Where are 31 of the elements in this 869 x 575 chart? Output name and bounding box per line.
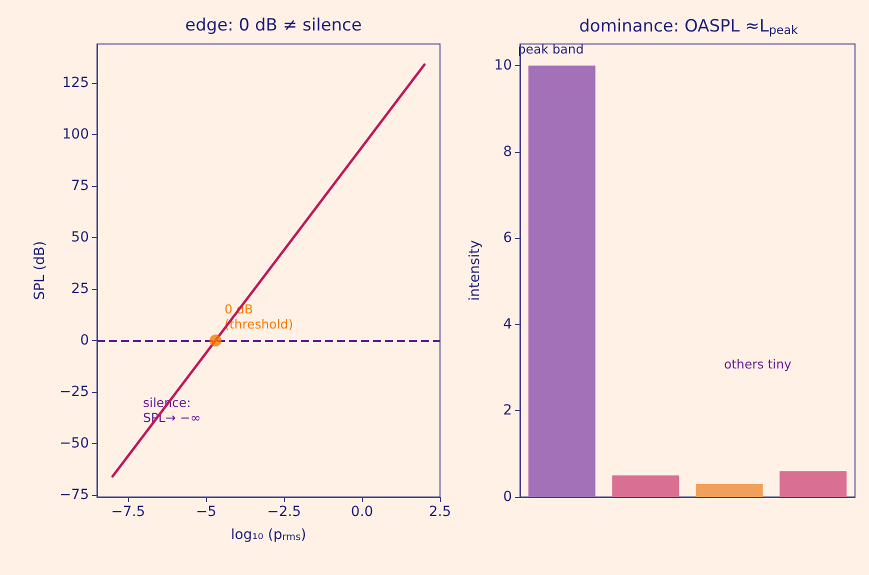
bar [696, 484, 763, 497]
y-axis-title: intensity [467, 240, 483, 301]
x-tick-label: 0.0 [350, 504, 374, 520]
y-tick-label: 25 [71, 281, 89, 298]
y-tick-label: 4 [503, 316, 512, 332]
y-tick-label: 8 [503, 144, 512, 160]
bar [612, 475, 680, 497]
chart-title: dominance: OASPL ≈Lpeak [579, 16, 798, 37]
y-tick-label: 0 [80, 332, 89, 349]
y-tick-label: 125 [62, 75, 89, 92]
y-tick-label: 6 [503, 230, 512, 246]
bar [528, 66, 596, 497]
annotation: others tiny [724, 356, 792, 372]
y-tick-label: −75 [59, 486, 89, 503]
y-tick-label: 100 [62, 126, 89, 143]
x-tick-label: −2.5 [267, 504, 302, 520]
y-tick-label: 10 [494, 58, 512, 74]
y-tick-label: −50 [59, 435, 89, 452]
line-series [111, 63, 426, 478]
y-tick-label: 0 [503, 489, 512, 505]
chart-title: edge: 0 dB ≠ silence [185, 16, 362, 36]
y-tick-label: 50 [71, 230, 89, 246]
y-axis-title: SPL (dB) [32, 241, 48, 300]
x-tick-label: −5 [196, 504, 216, 520]
bar [780, 471, 847, 497]
y-tick-label: 75 [71, 178, 89, 194]
x-tick-label: −7.5 [111, 504, 146, 520]
x-tick-label: 2.5 [428, 504, 452, 520]
y-tick-label: 2 [503, 402, 512, 419]
x-axis-title: log₁₀ (prms) [230, 526, 306, 544]
y-tick-label: −25 [59, 384, 89, 400]
